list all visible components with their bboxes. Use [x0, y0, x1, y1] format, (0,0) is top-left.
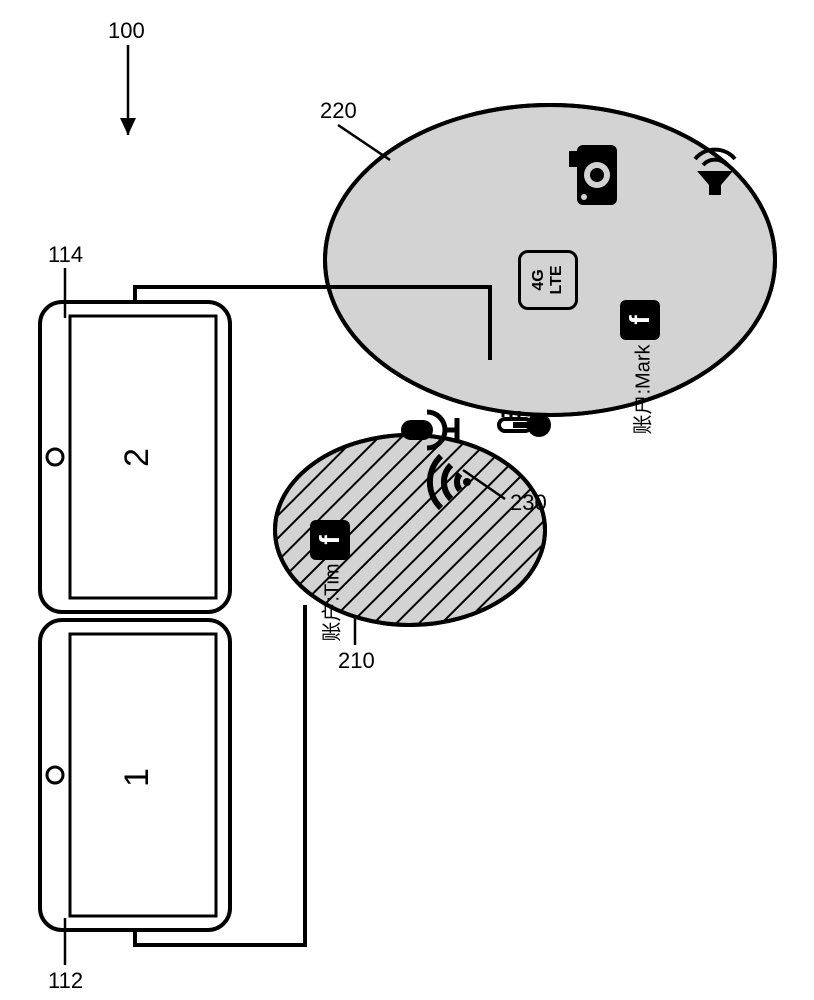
label-tablet2: 114 — [48, 242, 83, 268]
label-overlap: 230 — [510, 490, 547, 516]
label-tablet1: 112 — [48, 968, 83, 994]
facebook-icon-1: f — [310, 520, 350, 560]
lte-bottom: LTE — [548, 265, 566, 294]
lte-icon: 4G LTE — [518, 250, 578, 310]
tablet-number-1: 1 — [118, 768, 157, 787]
account-label-2: 账户:Mark — [627, 345, 656, 435]
facebook-icon-2: f — [620, 300, 660, 340]
label-system: 100 — [108, 18, 145, 44]
tablet-number-2: 2 — [118, 448, 157, 467]
label-ellipse2: 220 — [320, 98, 357, 124]
label-ellipse1: 210 — [338, 648, 375, 674]
system-arrowhead — [120, 118, 136, 135]
lte-top: 4G — [530, 269, 548, 290]
diagram-canvas — [0, 0, 814, 1000]
account-label-1: 账户:Tim — [316, 563, 345, 641]
